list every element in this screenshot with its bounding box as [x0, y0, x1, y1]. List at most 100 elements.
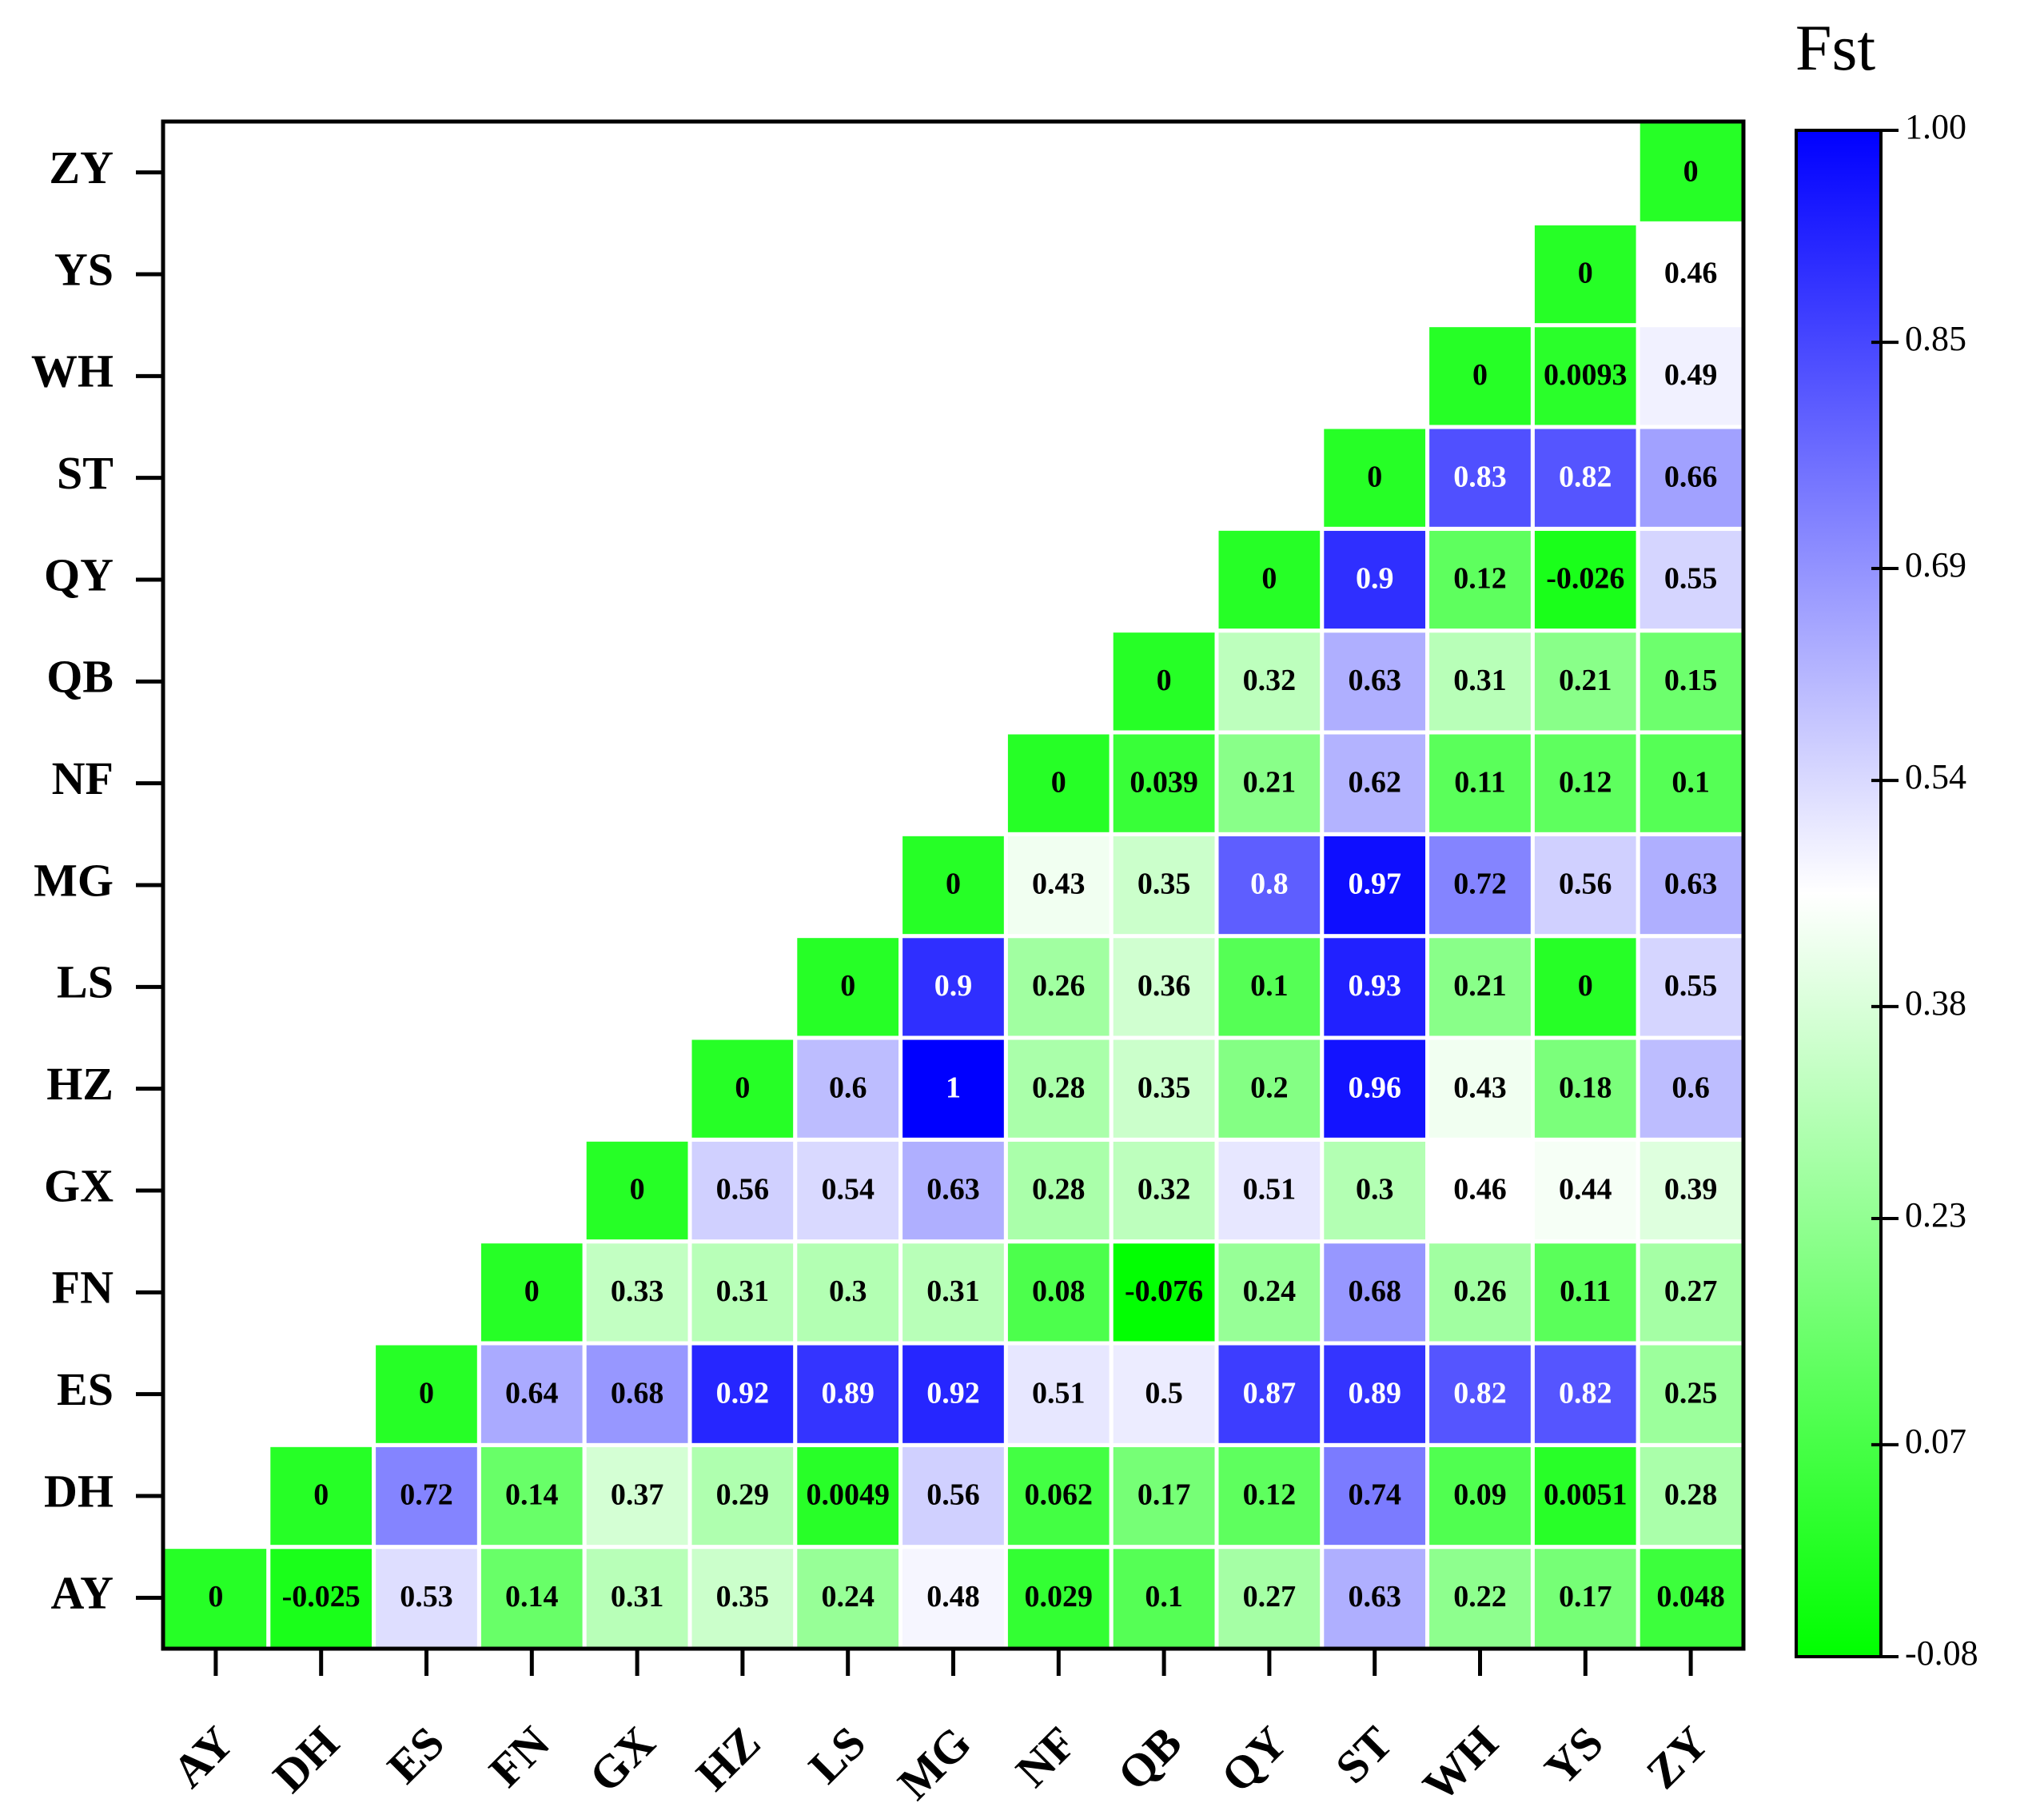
cell-label: 0 [946, 868, 961, 901]
heatmap-cell [1636, 832, 1746, 939]
cell-label: 0.68 [1348, 1274, 1401, 1308]
y-tick-label: WH [31, 345, 114, 397]
cell-label: 0.68 [611, 1376, 664, 1410]
heatmap-cell [898, 1239, 1008, 1346]
y-tick-label: QB [46, 651, 114, 703]
cell-label: 0.54 [821, 1173, 875, 1207]
cell-label: 0.63 [1348, 1580, 1401, 1614]
x-tick-label: GX [579, 1717, 665, 1803]
cell-label: 0.24 [821, 1580, 875, 1614]
heatmap-cell [1636, 628, 1746, 735]
cell-label: 0.97 [1348, 868, 1401, 901]
x-tick-label: MG [888, 1717, 982, 1803]
heatmap-cell [1320, 730, 1430, 836]
heatmap-cell [1530, 730, 1640, 836]
cell-label: 0.43 [1032, 868, 1086, 901]
y-tick-label: ES [57, 1363, 114, 1415]
cell-label: 0.28 [1032, 1071, 1086, 1104]
cell-label: 0 [1051, 765, 1066, 799]
cell-label: 0.74 [1348, 1478, 1401, 1512]
cell-label: 0.0093 [1544, 358, 1628, 392]
cell-label: 0.83 [1453, 460, 1507, 493]
heatmap-cell [1636, 526, 1746, 633]
cell-label: 0.82 [1559, 1376, 1612, 1410]
cell-label: 0.2 [1250, 1071, 1289, 1104]
heatmap-cell [1530, 628, 1640, 735]
cell-label: 0.82 [1453, 1376, 1507, 1410]
heatmap-cell [1003, 1239, 1114, 1346]
cell-label: 0.63 [1348, 664, 1401, 697]
colorbar-tick-label: 0.85 [1905, 319, 1966, 358]
heatmap-cell [687, 1545, 798, 1651]
cell-label: 0.12 [1453, 562, 1507, 596]
heatmap-cell [1425, 323, 1535, 429]
colorbar-tick-label: 1.00 [1905, 107, 1966, 146]
cell-label: 0 [419, 1376, 434, 1410]
heatmap-cell [1320, 628, 1430, 735]
x-tick-label: WH [1412, 1717, 1508, 1803]
cell-label: 0.0051 [1544, 1478, 1628, 1512]
cell-label: 0.1 [1250, 969, 1289, 1003]
y-tick-label: DH [44, 1465, 114, 1517]
cell-label: 0.0049 [806, 1478, 890, 1512]
cell-label: 0 [840, 969, 855, 1003]
cell-label: 0.27 [1664, 1274, 1718, 1308]
cell-label: 0.29 [716, 1478, 770, 1512]
x-tick-label: NF [1006, 1717, 1086, 1797]
cell-label: 0.63 [926, 1173, 980, 1207]
cell-label: 0.048 [1656, 1580, 1725, 1614]
heatmap-cell [1530, 221, 1640, 328]
cell-label: 0.56 [1559, 868, 1612, 901]
cell-label: 0.28 [1032, 1173, 1086, 1207]
y-tick-label: FN [52, 1262, 114, 1314]
cell-label: 0.9 [934, 969, 973, 1003]
cell-label: 0 [1157, 664, 1172, 697]
heatmap-cell [1320, 425, 1430, 531]
heatmap-cell [1636, 119, 1746, 225]
cell-label: 0.31 [716, 1274, 770, 1308]
cell-label: 0.46 [1664, 257, 1718, 290]
cell-label: 0.32 [1138, 1173, 1191, 1207]
cell-label: 0.48 [926, 1580, 980, 1614]
x-tick-label: HZ [686, 1717, 770, 1801]
heatmap-cell [582, 1137, 692, 1244]
heatmap-cell [1320, 1545, 1430, 1651]
heatmap-cell [1425, 730, 1535, 836]
heatmap-cell [1636, 1239, 1746, 1346]
heatmap-cell [1003, 1137, 1114, 1244]
heatmap-cell [687, 1442, 798, 1550]
colorbar-tick-label: -0.08 [1905, 1633, 1978, 1673]
cell-label: 0.18 [1559, 1071, 1612, 1104]
y-tick-label: HZ [46, 1058, 114, 1110]
cell-label: 0.96 [1348, 1071, 1401, 1104]
cell-label: 0.14 [505, 1478, 559, 1512]
heatmap-cell [1109, 730, 1219, 836]
cell-label: 0.6 [829, 1071, 867, 1104]
cell-label: 0.8 [1250, 868, 1289, 901]
cell-label: 0.63 [1664, 868, 1718, 901]
y-tick-label: GX [44, 1159, 114, 1211]
cell-label: 0.72 [400, 1478, 453, 1512]
heatmap-cell [1214, 1442, 1325, 1550]
heatmap-cell [1636, 730, 1746, 836]
heatmap-cell [1109, 1239, 1219, 1346]
cell-label: 0.56 [716, 1173, 770, 1207]
cell-label: 0.12 [1559, 765, 1612, 799]
cell-label: 0 [1578, 969, 1593, 1003]
cell-label: 0.09 [1453, 1478, 1507, 1512]
cell-label: 0.46 [1453, 1173, 1507, 1207]
cell-label: 0.1 [1671, 765, 1710, 799]
heatmap-cell [1320, 934, 1430, 1040]
cell-label: -0.076 [1125, 1274, 1203, 1308]
heatmap-cell [898, 934, 1008, 1040]
colorbar-title: Fst [1795, 11, 1876, 84]
cell-label: 0.39 [1664, 1173, 1718, 1207]
cell-label: 0.89 [821, 1376, 875, 1410]
x-tick-label: QY [1211, 1717, 1297, 1802]
cell-label: 0 [735, 1071, 750, 1104]
heatmap-cell [1320, 1137, 1430, 1244]
heatmap-cell [1109, 1545, 1219, 1651]
cell-label: 0.26 [1453, 1274, 1507, 1308]
cell-label: -0.026 [1546, 562, 1624, 596]
